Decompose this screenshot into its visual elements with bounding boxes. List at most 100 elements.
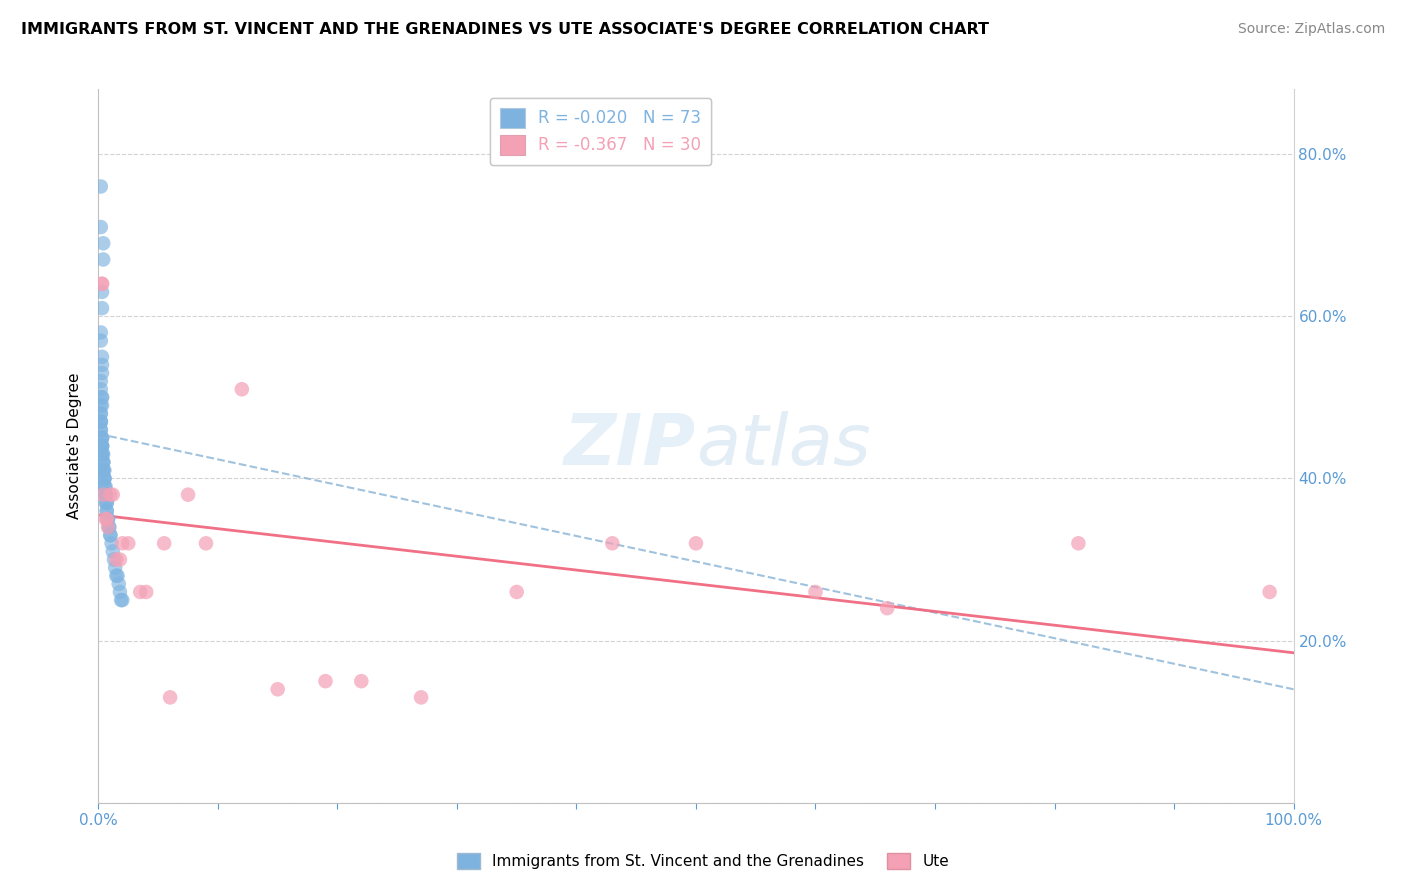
Point <box>90 415 112 429</box>
Point <box>91 455 114 469</box>
Point <box>91 447 114 461</box>
Point <box>96 496 118 510</box>
Point <box>804 585 827 599</box>
Point <box>97 512 120 526</box>
Point <box>93 471 115 485</box>
Point <box>94 488 117 502</box>
Point <box>135 585 157 599</box>
Point <box>90 407 112 421</box>
Point <box>90 374 112 388</box>
Point <box>91 447 114 461</box>
Point <box>91 236 114 251</box>
Point <box>94 512 117 526</box>
Point <box>91 447 114 461</box>
Point <box>103 552 125 566</box>
Point <box>96 504 118 518</box>
Point <box>107 577 129 591</box>
Point <box>91 488 114 502</box>
Point <box>91 399 114 413</box>
Point <box>98 528 122 542</box>
Point <box>97 512 120 526</box>
Point <box>91 390 114 404</box>
Point <box>94 488 117 502</box>
Point <box>91 439 114 453</box>
Text: Source: ZipAtlas.com: Source: ZipAtlas.com <box>1237 22 1385 37</box>
Point <box>231 382 253 396</box>
Point <box>98 520 121 534</box>
Point <box>90 220 112 235</box>
Point <box>93 471 115 485</box>
Point <box>94 496 117 510</box>
Point <box>101 544 124 558</box>
Point <box>96 512 118 526</box>
Point <box>91 366 114 380</box>
Point <box>90 407 112 421</box>
Point <box>98 488 122 502</box>
Point <box>91 455 114 469</box>
Point <box>91 463 114 477</box>
Point <box>91 252 114 267</box>
Point <box>91 463 114 477</box>
Point <box>101 488 124 502</box>
Point <box>91 431 114 445</box>
Point <box>90 423 112 437</box>
Point <box>94 479 117 493</box>
Point <box>90 399 112 413</box>
Point <box>91 455 114 469</box>
Point <box>91 447 114 461</box>
Point <box>90 415 112 429</box>
Point <box>91 439 114 453</box>
Point <box>91 439 114 453</box>
Point <box>91 301 114 315</box>
Point <box>91 358 114 372</box>
Point <box>93 471 115 485</box>
Y-axis label: Associate's Degree: Associate's Degree <box>67 373 83 519</box>
Point <box>91 277 114 291</box>
Point <box>1067 536 1090 550</box>
Point <box>91 350 114 364</box>
Point <box>96 496 118 510</box>
Point <box>93 479 115 493</box>
Point <box>96 504 118 518</box>
Point <box>1258 585 1281 599</box>
Point <box>153 536 176 550</box>
Point <box>105 568 128 582</box>
Point <box>685 536 707 550</box>
Point <box>108 585 131 599</box>
Point <box>108 552 131 566</box>
Point <box>129 585 152 599</box>
Point <box>111 593 134 607</box>
Point <box>91 431 114 445</box>
Point <box>159 690 181 705</box>
Point <box>90 415 112 429</box>
Point <box>110 593 132 607</box>
Point <box>506 585 529 599</box>
Point <box>98 520 121 534</box>
Text: atlas: atlas <box>696 411 870 481</box>
Point <box>91 390 114 404</box>
Point <box>91 439 114 453</box>
Point <box>876 601 898 615</box>
Point <box>98 528 122 542</box>
Point <box>91 431 114 445</box>
Point <box>97 520 120 534</box>
Point <box>90 179 112 194</box>
Point <box>91 463 114 477</box>
Point <box>90 334 112 348</box>
Point <box>350 674 373 689</box>
Text: IMMIGRANTS FROM ST. VINCENT AND THE GRENADINES VS UTE ASSOCIATE'S DEGREE CORRELA: IMMIGRANTS FROM ST. VINCENT AND THE GREN… <box>21 22 988 37</box>
Point <box>267 682 290 697</box>
Point <box>107 568 129 582</box>
Point <box>177 488 200 502</box>
Legend: R = -0.020   N = 73, R = -0.367   N = 30: R = -0.020 N = 73, R = -0.367 N = 30 <box>489 97 711 165</box>
Point <box>90 382 112 396</box>
Point <box>93 463 115 477</box>
Point <box>93 479 115 493</box>
Point <box>94 488 117 502</box>
Point <box>91 277 114 291</box>
Point <box>100 536 122 550</box>
Text: ZIP: ZIP <box>564 411 696 481</box>
Point <box>90 326 112 340</box>
Point <box>90 423 112 437</box>
Point <box>91 447 114 461</box>
